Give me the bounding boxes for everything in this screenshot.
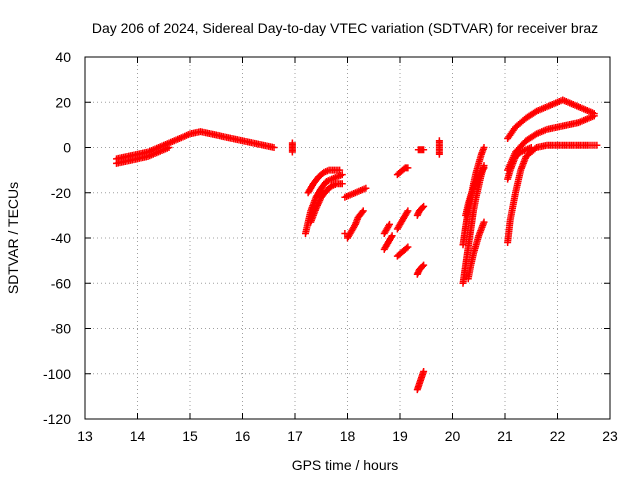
x-tick-label: 19 bbox=[392, 428, 408, 444]
series-arc-21.05-22.7-upper bbox=[504, 96, 598, 142]
x-tick-label: 13 bbox=[77, 428, 93, 444]
data-point bbox=[420, 261, 428, 269]
y-tick-label: -80 bbox=[51, 321, 71, 337]
axis-ticks: 13 14 15 16 17 18 19 20 21 22 23 -120 -100 -80 -60 -40 -… bbox=[43, 49, 618, 444]
data-point bbox=[351, 222, 358, 230]
y-tick-label: -100 bbox=[43, 366, 71, 382]
series-arc-18.7-18.8 bbox=[380, 220, 393, 237]
y-tick-label: -60 bbox=[51, 275, 71, 291]
x-tick-label: 22 bbox=[550, 428, 566, 444]
series-arc-13.6-16.7 bbox=[113, 128, 278, 163]
series-arc-19.35-19.45-c bbox=[413, 261, 428, 278]
data-point bbox=[338, 171, 346, 179]
chart-title: Day 206 of 2024, Sidereal Day-to-day VTE… bbox=[92, 20, 598, 36]
x-tick-label: 21 bbox=[497, 428, 513, 444]
x-tick-label: 23 bbox=[602, 428, 618, 444]
data-point bbox=[388, 232, 396, 240]
y-tick-label: -40 bbox=[51, 230, 71, 246]
series-arc-18.0-18.3-a bbox=[341, 184, 370, 201]
y-tick-label: -120 bbox=[43, 411, 71, 427]
data-point bbox=[480, 218, 488, 226]
series-arc-19.35-19.45-b bbox=[413, 202, 428, 219]
x-axis-label: GPS time / hours bbox=[292, 457, 399, 473]
series-arc-19.75 bbox=[435, 137, 443, 158]
x-tick-label: 17 bbox=[287, 428, 303, 444]
data-point bbox=[359, 207, 367, 215]
data-point bbox=[270, 144, 278, 151]
y-tick-label: -20 bbox=[51, 185, 71, 201]
series-arc-21.05-22.7-lower bbox=[504, 141, 601, 247]
data-point bbox=[420, 202, 428, 210]
y-axis-label: SDTVAR / TECUs bbox=[5, 182, 21, 294]
data-points bbox=[113, 96, 601, 394]
data-point bbox=[341, 229, 349, 237]
series-arc-19.0-19.15-c bbox=[393, 243, 412, 260]
data-point bbox=[527, 144, 535, 151]
data-point bbox=[590, 112, 598, 120]
data-point bbox=[386, 220, 393, 228]
y-tick-label: 0 bbox=[63, 140, 71, 156]
data-point bbox=[385, 222, 393, 230]
data-point bbox=[404, 243, 412, 251]
x-tick-label: 16 bbox=[235, 428, 251, 444]
series-arc-20.2-20.6-c bbox=[462, 164, 488, 219]
y-tick-label: 20 bbox=[55, 94, 71, 110]
series-arc-18.7-18.85-b bbox=[380, 232, 396, 253]
data-point bbox=[420, 367, 428, 375]
data-point bbox=[479, 165, 487, 173]
data-point bbox=[435, 137, 443, 145]
data-point bbox=[404, 207, 412, 215]
series-arc-19.0-19.15-b bbox=[393, 207, 412, 233]
series-arc-18.0-18.3-b bbox=[344, 207, 367, 242]
series-arc-19.35-19.45-d bbox=[413, 367, 428, 394]
data-point bbox=[358, 208, 366, 216]
y-tick-label: 40 bbox=[55, 49, 71, 65]
data-point bbox=[387, 233, 395, 241]
series-arc-20.3-20.6-d bbox=[464, 218, 488, 283]
data-point bbox=[419, 262, 427, 270]
data-point bbox=[480, 144, 488, 151]
x-tick-label: 20 bbox=[445, 428, 461, 444]
data-point bbox=[165, 144, 173, 151]
series-arc-17.2-17.9-b bbox=[304, 166, 344, 197]
plot-frame bbox=[84, 56, 611, 420]
series-arc-19.35-19.45-a bbox=[414, 146, 428, 154]
series-arc-21.05-21.5-mid2 bbox=[504, 144, 535, 183]
data-point bbox=[480, 164, 488, 172]
series-arc-17.2-17.9-a bbox=[302, 171, 346, 237]
series-arc-17.3-17.9-c bbox=[307, 180, 346, 226]
x-tick-label: 14 bbox=[130, 428, 146, 444]
data-point bbox=[420, 146, 428, 154]
data-point bbox=[403, 208, 411, 216]
data-point bbox=[419, 203, 427, 211]
data-point bbox=[336, 166, 344, 174]
series-arc-19.0-19.15-a bbox=[393, 164, 412, 179]
data-point bbox=[593, 141, 601, 149]
data-point bbox=[362, 184, 370, 192]
series-arc-16.95 bbox=[288, 139, 296, 156]
data-point bbox=[338, 180, 346, 188]
data-point bbox=[403, 244, 411, 252]
data-point bbox=[404, 164, 412, 172]
x-tick-label: 15 bbox=[182, 428, 198, 444]
series-point-17.95 bbox=[341, 229, 349, 237]
series-arc-13.6-14.6-lower bbox=[113, 144, 173, 167]
data-point bbox=[288, 139, 296, 147]
x-tick-label: 18 bbox=[340, 428, 356, 444]
